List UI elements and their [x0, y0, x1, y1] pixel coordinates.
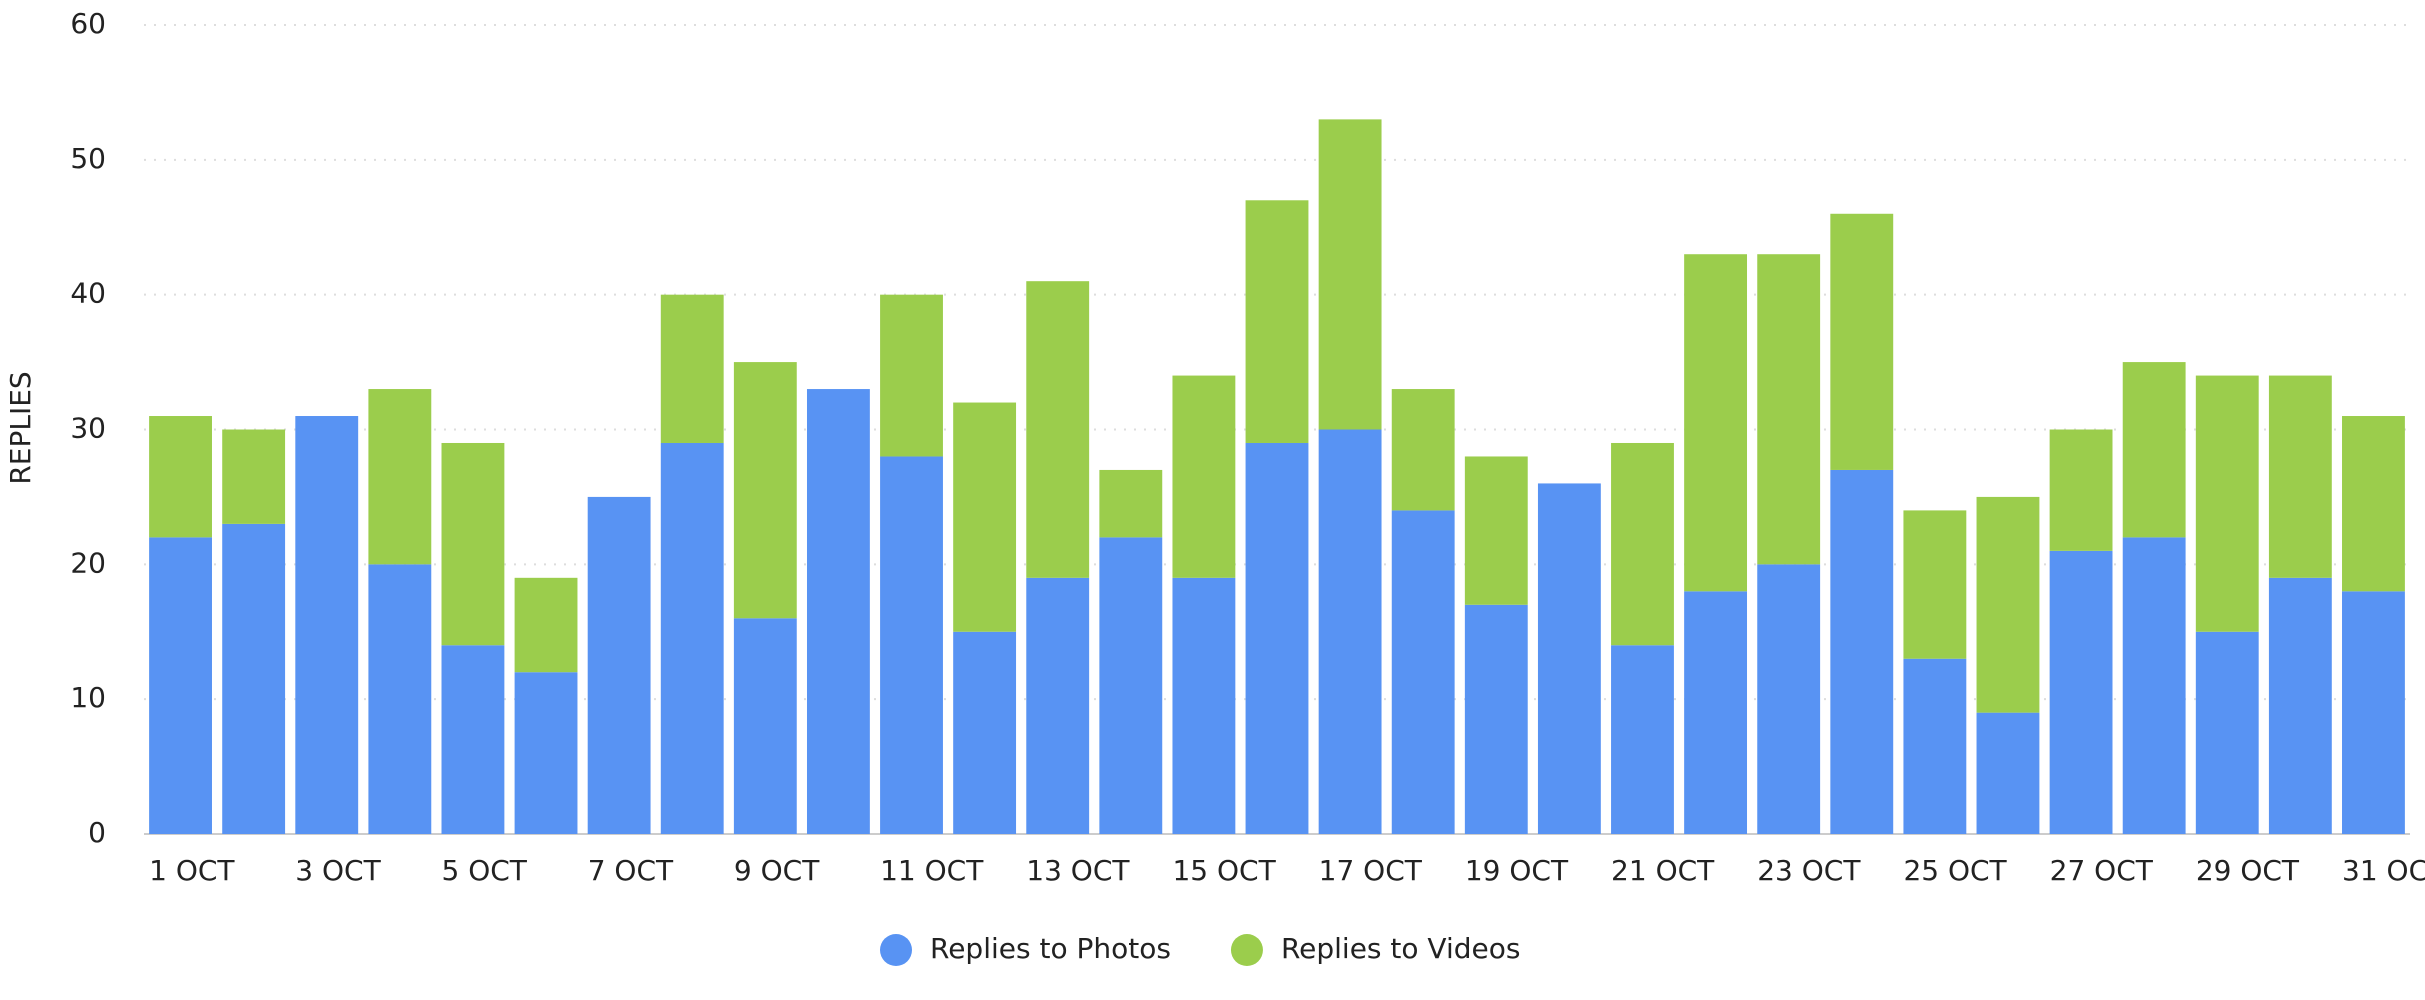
bar-segment — [660, 294, 724, 443]
y-tick-label: 30 — [70, 412, 106, 445]
bar-segment — [660, 442, 724, 834]
bar-segment — [1099, 469, 1163, 538]
bar-segment — [1903, 510, 1967, 659]
x-tick-label: 23 OCT — [1757, 854, 1861, 887]
bar-segment — [2122, 537, 2186, 834]
bar-segment — [1318, 119, 1382, 430]
bar-segment — [441, 442, 505, 646]
bar-segment — [2049, 429, 2113, 551]
bar-segment — [2049, 550, 2113, 834]
bar-segment — [733, 618, 797, 834]
bar-segment — [1464, 456, 1528, 605]
bar-segment — [1391, 389, 1455, 511]
bar-segment — [806, 389, 870, 834]
bar-segment — [2342, 591, 2405, 834]
legend-label: Replies to Photos — [930, 932, 1171, 965]
bar-segment — [2268, 375, 2332, 578]
x-tick-label: 7 OCT — [588, 854, 674, 887]
y-tick-label: 40 — [70, 277, 106, 310]
x-tick-label: 31 OCT — [2342, 854, 2425, 887]
y-axis-label: REPLIES — [4, 371, 37, 484]
bar-segment — [1757, 254, 1821, 565]
x-tick-label: 15 OCT — [1172, 854, 1276, 887]
bar-segment — [1026, 281, 1090, 578]
bar-segment — [1245, 442, 1309, 834]
bar-segment — [1245, 200, 1309, 443]
bar-segment — [880, 456, 943, 834]
bar-segment — [1172, 577, 1236, 834]
y-tick-label: 60 — [70, 7, 106, 40]
x-tick-label: 17 OCT — [1319, 854, 1423, 887]
x-tick-label: 25 OCT — [1903, 854, 2007, 887]
x-tick-label: 3 OCT — [295, 854, 381, 887]
bar-segment — [2195, 631, 2259, 834]
y-tick-label: 50 — [70, 142, 106, 175]
legend-marker — [880, 934, 912, 966]
bar-segment — [1537, 483, 1601, 834]
x-tick-label: 29 OCT — [2196, 854, 2300, 887]
y-tick-label: 10 — [70, 681, 106, 714]
bar-segment — [1976, 496, 2040, 713]
bar-segment — [1611, 645, 1674, 834]
bar-segment — [1903, 658, 1967, 834]
bar-segment — [953, 402, 1017, 632]
x-tick-label: 13 OCT — [1026, 854, 1130, 887]
bar-segment — [2342, 416, 2405, 592]
x-tick-label: 9 OCT — [734, 854, 820, 887]
bar-segment — [733, 362, 797, 619]
bar-segment — [1830, 213, 1894, 470]
bar-segment — [1757, 564, 1821, 834]
bar-segment — [1026, 577, 1090, 834]
bar-segment — [1684, 254, 1748, 592]
bar-segment — [1391, 510, 1455, 834]
x-tick-label: 27 OCT — [2050, 854, 2154, 887]
bar-segment — [368, 564, 432, 834]
x-tick-label: 19 OCT — [1465, 854, 1569, 887]
bar-segment — [2122, 362, 2186, 538]
bar-segment — [2195, 375, 2259, 632]
bar-segment — [953, 631, 1017, 834]
bar-segment — [1611, 442, 1674, 646]
bar-segment — [222, 429, 286, 524]
bar-segment — [149, 537, 212, 834]
bar-segment — [1830, 469, 1894, 834]
bar-segment — [514, 672, 578, 834]
bar-segment — [2268, 577, 2332, 834]
bar-segment — [1318, 429, 1382, 834]
bar-segment — [1099, 537, 1163, 834]
bar-segment — [222, 523, 286, 834]
bar-segment — [1172, 375, 1236, 578]
x-tick-label: 1 OCT — [149, 854, 235, 887]
x-tick-label: 5 OCT — [442, 854, 528, 887]
bar-segment — [149, 416, 212, 538]
x-tick-label: 21 OCT — [1611, 854, 1715, 887]
bar-segment — [1684, 591, 1748, 834]
bar-segment — [880, 294, 943, 457]
bar-segment — [441, 645, 505, 834]
x-tick-label: 11 OCT — [880, 854, 984, 887]
y-tick-label: 0 — [88, 816, 106, 849]
bar-segment — [587, 496, 651, 834]
bar-segment — [368, 389, 432, 565]
bar-segment — [1976, 712, 2040, 834]
legend-marker — [1230, 934, 1263, 966]
bar-segment — [1464, 604, 1528, 834]
y-tick-label: 20 — [70, 546, 106, 579]
legend-label: Replies to Videos — [1281, 932, 1521, 965]
bar-segment — [514, 577, 578, 673]
bar-segment — [295, 416, 359, 834]
